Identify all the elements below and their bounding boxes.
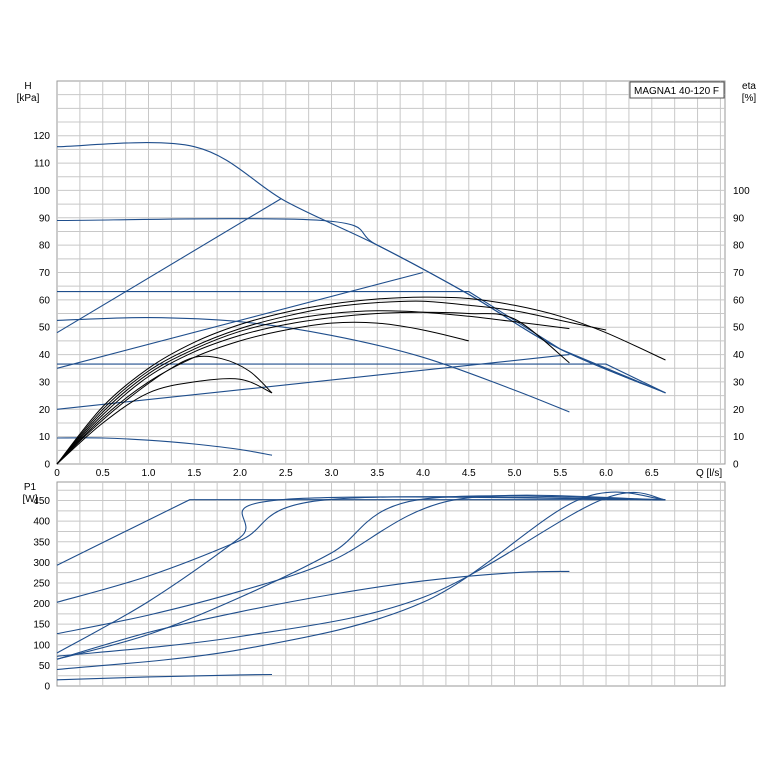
head-tick-label: 80 xyxy=(39,241,51,252)
x-tick-label: 5.0 xyxy=(508,468,522,479)
eta-tick-label: 40 xyxy=(733,350,745,361)
efficiency-curve xyxy=(56,310,570,465)
power-curve xyxy=(56,570,570,660)
head-tick-label: 60 xyxy=(39,295,51,306)
head-curve xyxy=(57,291,666,394)
x-tick-label: 0.5 xyxy=(96,468,110,479)
head-curve xyxy=(56,317,570,413)
head-series-group xyxy=(56,142,666,465)
head-tick-labels: 0 0.5 1.0 1.5 2.0 2.5 3.0 3.5 4.0 4.5 5.0 5.5 6.0 6.5… xyxy=(33,131,750,479)
power-tick-label: 250 xyxy=(33,578,50,589)
eta-tick-label: 100 xyxy=(733,186,750,197)
head-tick-label: 40 xyxy=(39,350,51,361)
x-tick-label: 6.0 xyxy=(599,468,613,479)
x-tick-label: 1.5 xyxy=(187,468,201,479)
eta-tick-label: 30 xyxy=(733,377,745,388)
power-panel: 0 50 100 150 200 250 300 350 400 450 P1 [W] xyxy=(23,481,726,693)
eta-tick-label: 10 xyxy=(733,432,745,443)
head-curve xyxy=(56,354,570,410)
eta-axis-label: eta xyxy=(742,81,756,92)
head-tick-label: 10 xyxy=(39,432,51,443)
power-curve xyxy=(56,491,666,657)
flow-axis-label: Q [l/s] xyxy=(696,468,722,479)
efficiency-curve xyxy=(56,300,607,465)
head-curve xyxy=(57,363,666,394)
chart-title: MAGNA1 40-120 F xyxy=(634,86,719,97)
x-tick-label: 3.5 xyxy=(370,468,384,479)
x-tick-label: 2.5 xyxy=(279,468,293,479)
power-tick-label: 200 xyxy=(33,599,50,610)
efficiency-curve xyxy=(56,311,570,465)
power-tick-label: 350 xyxy=(33,537,50,548)
power-tick-label: 450 xyxy=(33,496,50,507)
head-axis-unit: [kPa] xyxy=(17,93,40,104)
head-axis-label: H xyxy=(24,81,31,92)
head-curve xyxy=(56,198,282,334)
x-tick-label: 5.5 xyxy=(553,468,567,479)
head-tick-label: 30 xyxy=(39,377,51,388)
efficiency-curve xyxy=(56,321,469,465)
head-tick-label: 100 xyxy=(33,186,50,197)
x-tick-label: 6.5 xyxy=(645,468,659,479)
head-curve xyxy=(56,437,273,456)
eta-tick-label: 70 xyxy=(733,268,745,279)
power-curve xyxy=(56,491,666,671)
x-tick-label: 4.5 xyxy=(462,468,476,479)
power-tick-label: 150 xyxy=(33,620,50,631)
head-tick-label: 70 xyxy=(39,268,51,279)
power-curve xyxy=(56,494,666,635)
head-tick-label: 0 xyxy=(44,460,50,471)
head-tick-label: 50 xyxy=(39,323,51,334)
power-tick-label: 50 xyxy=(39,661,51,672)
power-curve xyxy=(56,495,666,660)
efficiency-curve xyxy=(56,378,273,465)
x-tick-label: 1.0 xyxy=(142,468,156,479)
eta-tick-label: 0 xyxy=(733,460,739,471)
head-efficiency-panel: 0 0.5 1.0 1.5 2.0 2.5 3.0 3.5 4.0 4.5 5.0 5.5 6.0 6.5… xyxy=(17,80,757,479)
x-tick-label: 3.0 xyxy=(325,468,339,479)
x-tick-label: 0 xyxy=(54,468,60,479)
power-tick-label: 400 xyxy=(33,517,50,528)
power-axis-unit: [W] xyxy=(23,494,38,505)
eta-tick-label: 20 xyxy=(733,405,745,416)
head-tick-label: 110 xyxy=(34,159,50,170)
head-grid xyxy=(57,81,725,464)
x-tick-label: 2.0 xyxy=(233,468,247,479)
efficiency-curve xyxy=(56,296,666,465)
x-tick-label: 4.0 xyxy=(416,468,430,479)
head-tick-label: 120 xyxy=(33,131,50,142)
power-tick-labels: 0 50 100 150 200 250 300 350 400 450 xyxy=(33,496,50,692)
power-axis-label: P1 xyxy=(24,482,37,493)
eta-tick-label: 60 xyxy=(733,295,745,306)
eta-tick-label: 80 xyxy=(733,241,745,252)
power-plot-frame xyxy=(56,481,726,687)
power-grid xyxy=(57,482,725,686)
power-tick-label: 300 xyxy=(33,558,50,569)
power-tick-label: 100 xyxy=(33,640,50,651)
eta-tick-label: 90 xyxy=(733,213,745,224)
eta-tick-label: 50 xyxy=(733,323,745,334)
chart-title-box xyxy=(629,81,725,99)
head-tick-label: 90 xyxy=(39,213,51,224)
power-tick-label: 0 xyxy=(44,682,50,693)
efficiency-curve xyxy=(56,355,273,465)
power-curve xyxy=(56,499,666,566)
eta-axis-unit: [%] xyxy=(742,93,757,104)
power-curve xyxy=(56,673,273,681)
head-tick-label: 20 xyxy=(39,405,51,416)
power-curve xyxy=(56,496,666,654)
power-series-group xyxy=(56,491,666,681)
head-curve xyxy=(56,271,424,369)
